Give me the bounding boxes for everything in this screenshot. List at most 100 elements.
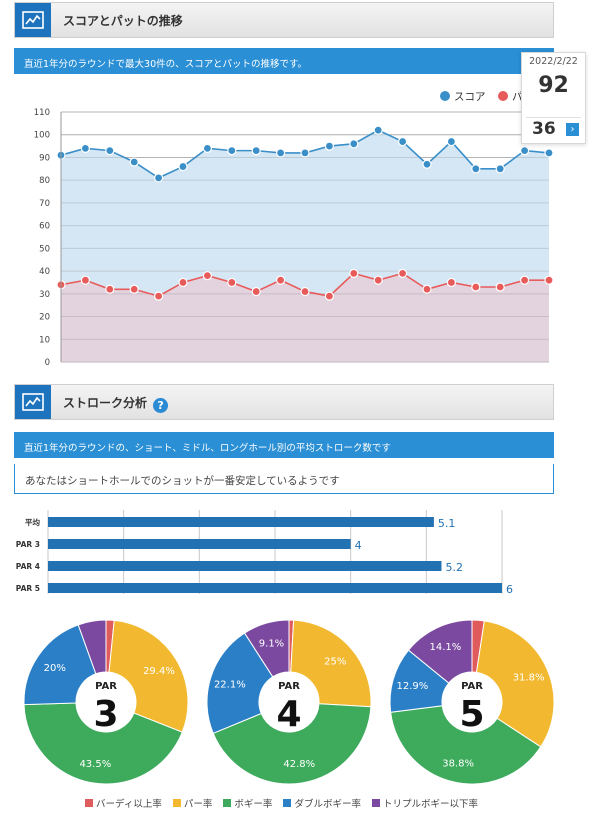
putt-point <box>276 275 286 285</box>
bar <box>48 539 351 549</box>
y-tick-label: 110 <box>34 108 50 118</box>
putt-point <box>178 277 188 288</box>
putt-point <box>398 268 408 278</box>
putt-point <box>324 291 334 301</box>
putt-point <box>251 286 261 297</box>
bar-value-label: 5.2 <box>445 561 463 574</box>
putt-area <box>61 273 549 362</box>
slice-label: 42.8% <box>283 759 315 770</box>
tooltip-score: 92 <box>538 73 569 98</box>
y-tick-label: 40 <box>39 267 50 277</box>
score-point <box>349 139 359 149</box>
donut-hole <box>76 672 136 732</box>
section-title-text: ストローク分析 <box>63 396 148 410</box>
score-point <box>300 148 310 158</box>
putt-point <box>373 275 383 285</box>
putt-point <box>544 275 554 285</box>
y-tick-label: 10 <box>39 335 50 345</box>
score-point <box>519 146 530 156</box>
score-point <box>80 143 91 153</box>
putt-point <box>300 286 310 297</box>
putt-point <box>227 277 237 288</box>
par-number: 5 <box>459 694 484 735</box>
legend-item: ダブルボギー率 <box>283 796 361 810</box>
score-point <box>495 164 505 174</box>
score-point <box>251 146 261 156</box>
analysis-message: あなたはショートホールでのショットが一番安定しているようです <box>14 464 554 494</box>
donut-legend: バーディ以上率 パー率 ボギー率 ダブルボギー率 トリプルボギー以下率 <box>85 796 486 810</box>
tooltip-putt: 36 <box>532 119 556 139</box>
putt-point <box>105 284 115 294</box>
score-point <box>276 148 286 158</box>
putt-point <box>202 271 212 281</box>
slice-label: 9.1% <box>259 639 284 650</box>
slice-label: 25% <box>324 657 346 668</box>
score-point <box>398 136 408 147</box>
legend-item: バーディ以上率 <box>85 796 162 810</box>
bar-category-label: PAR 5 <box>16 584 40 593</box>
score-putt-section-header: スコアとパットの推移 <box>14 2 554 38</box>
y-tick-label: 60 <box>39 222 50 232</box>
score-point <box>227 146 237 156</box>
score-point <box>471 164 481 174</box>
bar-category-label: PAR 4 <box>16 562 40 571</box>
bar <box>48 561 442 571</box>
legend-item: ボギー率 <box>223 796 272 810</box>
score-point <box>324 141 334 151</box>
score-point <box>154 173 164 183</box>
trend-chart-icon <box>15 385 51 419</box>
legend-item: パー率 <box>172 796 212 810</box>
y-tick-label: 80 <box>39 176 50 186</box>
slice-label: 12.9% <box>397 681 429 692</box>
slice-label: 14.1% <box>430 642 462 653</box>
y-tick-label: 90 <box>39 153 50 163</box>
legend-item: トリプルボギー以下率 <box>372 796 478 810</box>
putt-point <box>422 284 432 294</box>
putt-point <box>349 268 359 278</box>
score-point <box>105 146 115 156</box>
score-point <box>544 148 554 158</box>
bar-value-label: 6 <box>506 583 513 596</box>
y-tick-label: 70 <box>39 199 50 209</box>
next-arrow-icon[interactable]: › <box>566 123 579 136</box>
section-title: ストローク分析? <box>63 394 169 413</box>
help-icon[interactable]: ? <box>153 398 169 413</box>
score-point <box>129 157 139 167</box>
slice-label: 31.8% <box>513 673 545 684</box>
bar <box>48 517 434 527</box>
y-tick-label: 50 <box>39 244 50 254</box>
score-point <box>422 159 432 169</box>
slice-label: 20% <box>44 663 66 674</box>
tooltip-date: 2022/2/22 <box>529 56 578 67</box>
putt-point <box>471 282 481 292</box>
putt-point <box>519 275 530 285</box>
donut-slice <box>475 620 555 748</box>
y-tick-label: 20 <box>39 313 50 323</box>
y-tick-label: 30 <box>39 290 50 300</box>
bar-value-label: 5.1 <box>438 517 456 530</box>
slice-label: 43.5% <box>79 759 111 770</box>
putt-point <box>446 277 456 288</box>
stroke-bar-chart: 平均 5.1 PAR 3 4 PAR 4 5.2 PAR 5 6 <box>16 510 513 596</box>
par-donut-charts: 29.4% 43.5% 20% PAR 3 25% 42.8% 22.1% 9.1% PAR 4 31… <box>23 619 555 785</box>
bar-value-label: 4 <box>355 539 362 552</box>
bar-category-label: PAR 3 <box>16 540 40 549</box>
par-label: PAR <box>95 681 117 692</box>
bar <box>48 583 502 593</box>
par-label: PAR <box>461 681 483 692</box>
par-label: PAR <box>278 681 300 692</box>
info-bar: 直近1年分のラウンドの、ショート、ミドル、ロングホール別の平均ストローク数です <box>14 432 554 458</box>
slice-label: 29.4% <box>143 666 175 677</box>
score-point <box>446 136 456 147</box>
slice-label: 22.1% <box>214 679 246 690</box>
donut-hole <box>259 672 319 732</box>
chart-tooltip: 2022/2/22 92 36 › <box>521 52 586 144</box>
y-tick-label: 0 <box>45 358 50 368</box>
putt-point <box>80 275 91 285</box>
putt-point <box>129 284 139 294</box>
stroke-analysis-section-header: ストローク分析? <box>14 384 554 420</box>
trend-chart-icon <box>15 3 51 37</box>
legend-marker <box>498 91 508 101</box>
putt-point <box>154 291 164 301</box>
score-point <box>178 161 188 172</box>
